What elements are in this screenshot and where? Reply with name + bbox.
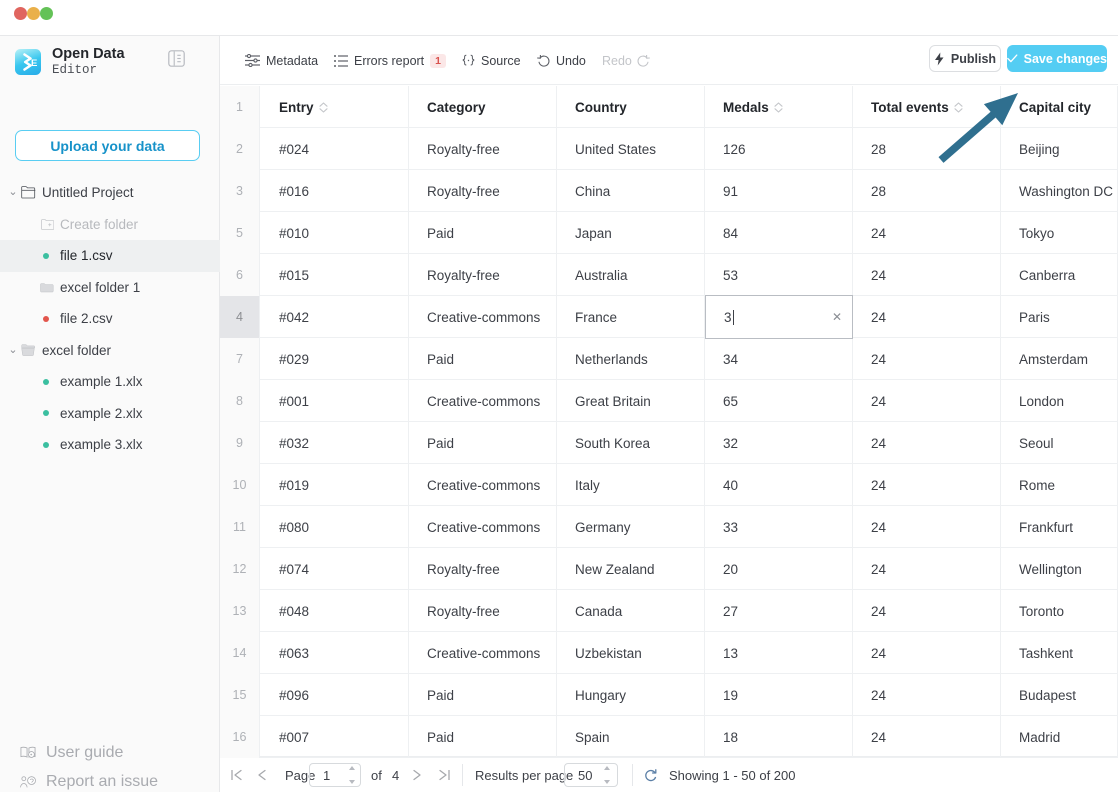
svg-text:E: E <box>31 58 37 69</box>
